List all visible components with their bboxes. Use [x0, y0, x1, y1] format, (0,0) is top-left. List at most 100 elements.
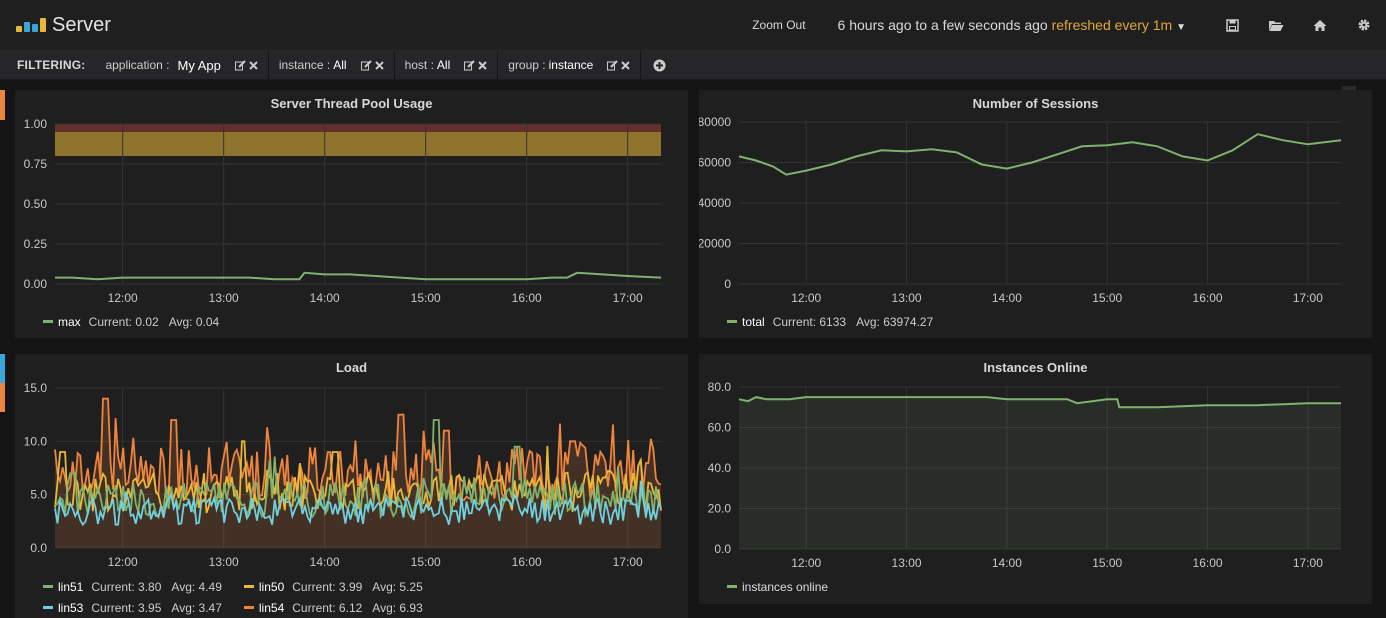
- legend-current: Current: 3.80: [91, 579, 162, 594]
- filter-application[interactable]: application : My App: [95, 51, 269, 79]
- legend-series-name: lin54: [258, 600, 285, 615]
- legend-item[interactable]: lin54 Current: 6.12 Avg: 6.93: [243, 600, 433, 615]
- legend-swatch: [43, 606, 53, 609]
- x-tick-label: 13:00: [892, 556, 922, 570]
- remove-icon[interactable]: [249, 60, 258, 70]
- legend-swatch: [243, 585, 254, 588]
- x-tick-label: 12:00: [791, 291, 821, 305]
- filter-group[interactable]: group : instance: [498, 51, 642, 79]
- remove-icon[interactable]: [478, 60, 487, 70]
- edit-icon[interactable]: [464, 59, 475, 71]
- y-tick-label: 40000: [699, 196, 731, 210]
- dashboard-title[interactable]: Server: [52, 13, 111, 36]
- y-tick-label: 1.00: [24, 117, 48, 131]
- refresh-interval-text: refreshed every 1m: [1051, 17, 1173, 33]
- save-button[interactable]: [1210, 0, 1254, 50]
- row-collapse-handle[interactable]: [0, 383, 5, 412]
- open-dashboard-button[interactable]: [1254, 0, 1298, 50]
- x-tick-label: 14:00: [310, 555, 340, 569]
- filter-value[interactable]: All: [436, 58, 451, 72]
- x-tick-label: 16:00: [512, 555, 542, 569]
- remove-icon[interactable]: [621, 60, 631, 70]
- panel-title[interactable]: Instances Online: [983, 360, 1088, 375]
- x-tick-label: 15:00: [411, 291, 441, 305]
- y-tick-label: 80.0: [708, 380, 732, 394]
- panel-legend: instances online: [727, 576, 848, 597]
- sessions-chart: 80000 60000 40000 20000 0 12:00 13:00 14:00 15:0…: [699, 115, 1342, 305]
- legend-current: Current: 6.12: [292, 600, 363, 615]
- x-tick-label: 17:00: [1293, 291, 1323, 305]
- series-line: [55, 271, 662, 281]
- x-tick-label: 13:00: [209, 555, 239, 569]
- legend-current: Current: 3.95: [91, 600, 162, 615]
- panel-thread-pool: Server Thread Pool Usage 1.00 0.75 0.50 0.2…: [15, 90, 688, 338]
- legend-item[interactable]: lin50 Current: 3.99 Avg: 5.25: [243, 579, 433, 594]
- legend-avg: Avg: 5.25: [372, 579, 423, 594]
- panel-title[interactable]: Server Thread Pool Usage: [270, 96, 433, 111]
- legend-item[interactable]: total Current: 6133 Avg: 63974.27: [727, 315, 943, 329]
- edit-icon[interactable]: [360, 59, 372, 71]
- edit-icon[interactable]: [607, 59, 619, 71]
- legend-series-name: total: [742, 314, 765, 329]
- time-range-picker[interactable]: 6 hours ago to a few seconds ago refresh…: [838, 17, 1186, 33]
- y-tick-label: 20.0: [708, 502, 732, 516]
- y-tick-label: 60000: [699, 156, 731, 170]
- brand[interactable]: Server: [16, 10, 111, 40]
- x-tick-label: 17:00: [613, 555, 643, 569]
- y-tick-label: 15.0: [24, 381, 48, 395]
- legend-avg: Avg: 6.93: [372, 600, 423, 615]
- x-tick-label: 17:00: [1293, 556, 1323, 570]
- filter-value[interactable]: My App: [177, 57, 221, 73]
- row-collapse-handle[interactable]: [0, 354, 5, 383]
- panel-title[interactable]: Load: [335, 360, 368, 375]
- x-tick-label: 12:00: [791, 556, 821, 570]
- home-button[interactable]: [1298, 0, 1342, 50]
- panel-resize-handle[interactable]: [1342, 86, 1356, 90]
- filter-value[interactable]: All: [333, 58, 347, 72]
- legend-item[interactable]: lin53 Current: 3.95 Avg: 3.47: [43, 601, 232, 615]
- y-tick-label: 0.25: [24, 237, 48, 251]
- zoom-out-button[interactable]: Zoom Out: [752, 18, 806, 32]
- panel-title[interactable]: Number of Sessions: [972, 96, 1099, 111]
- plus-circle-icon: [653, 59, 666, 71]
- x-tick-label: 14:00: [992, 556, 1022, 570]
- x-tick-label: 15:00: [1092, 556, 1122, 570]
- settings-button[interactable]: [1342, 0, 1386, 50]
- filter-value[interactable]: instance: [548, 58, 594, 72]
- remove-icon[interactable]: [374, 60, 384, 70]
- legend-avg: Avg: 63974.27: [856, 314, 934, 329]
- filter-instance[interactable]: instance : All: [269, 51, 395, 79]
- load-chart: 15.0 10.0 5.0 0.0 12:00 13:00 14:00 15:00 16:00 1…: [24, 381, 662, 569]
- series-line: [54, 419, 662, 520]
- series-line: [738, 133, 1342, 176]
- y-tick-label: 10.0: [24, 434, 48, 448]
- legend-item[interactable]: lin51 Current: 3.80 Avg: 4.49: [43, 580, 232, 594]
- save-icon: [1225, 18, 1239, 32]
- x-tick-label: 16:00: [1193, 556, 1223, 570]
- legend-series-name: lin50: [258, 579, 285, 594]
- filter-host[interactable]: host : All: [395, 51, 499, 79]
- grafana-logo-icon: [16, 14, 46, 36]
- filter-key: host :: [404, 58, 434, 72]
- add-filter-button[interactable]: [653, 59, 666, 72]
- x-tick-label: 16:00: [1193, 291, 1223, 305]
- row-collapse-handle[interactable]: [0, 90, 5, 120]
- y-tick-label: 0.50: [24, 197, 48, 211]
- y-tick-label: 40.0: [708, 461, 732, 475]
- y-tick-label: 80000: [699, 115, 731, 129]
- edit-icon[interactable]: [234, 59, 246, 71]
- threshold-band: [55, 132, 661, 156]
- legend-item[interactable]: instances online: [727, 580, 836, 594]
- time-range-text: 6 hours ago to a few seconds ago: [837, 17, 1048, 33]
- series-line: [54, 440, 662, 516]
- panel-legend: max Current: 0.02 Avg: 0.04: [43, 311, 241, 332]
- x-tick-label: 15:00: [1092, 291, 1122, 305]
- filtering-label: FILTERING:: [17, 58, 86, 72]
- legend-avg: Avg: 3.47: [171, 600, 222, 615]
- filter-key: instance :: [278, 58, 331, 72]
- panel-load: Load 15.0 10.0 5.0 0.0 12:00 13:00 14:00 15:00 1…: [15, 354, 688, 618]
- legend-item[interactable]: max Current: 0.02 Avg: 0.04: [43, 315, 229, 329]
- threshold-band: [55, 124, 661, 132]
- y-tick-label: 20000: [699, 237, 731, 251]
- y-tick-label: 0: [724, 277, 731, 291]
